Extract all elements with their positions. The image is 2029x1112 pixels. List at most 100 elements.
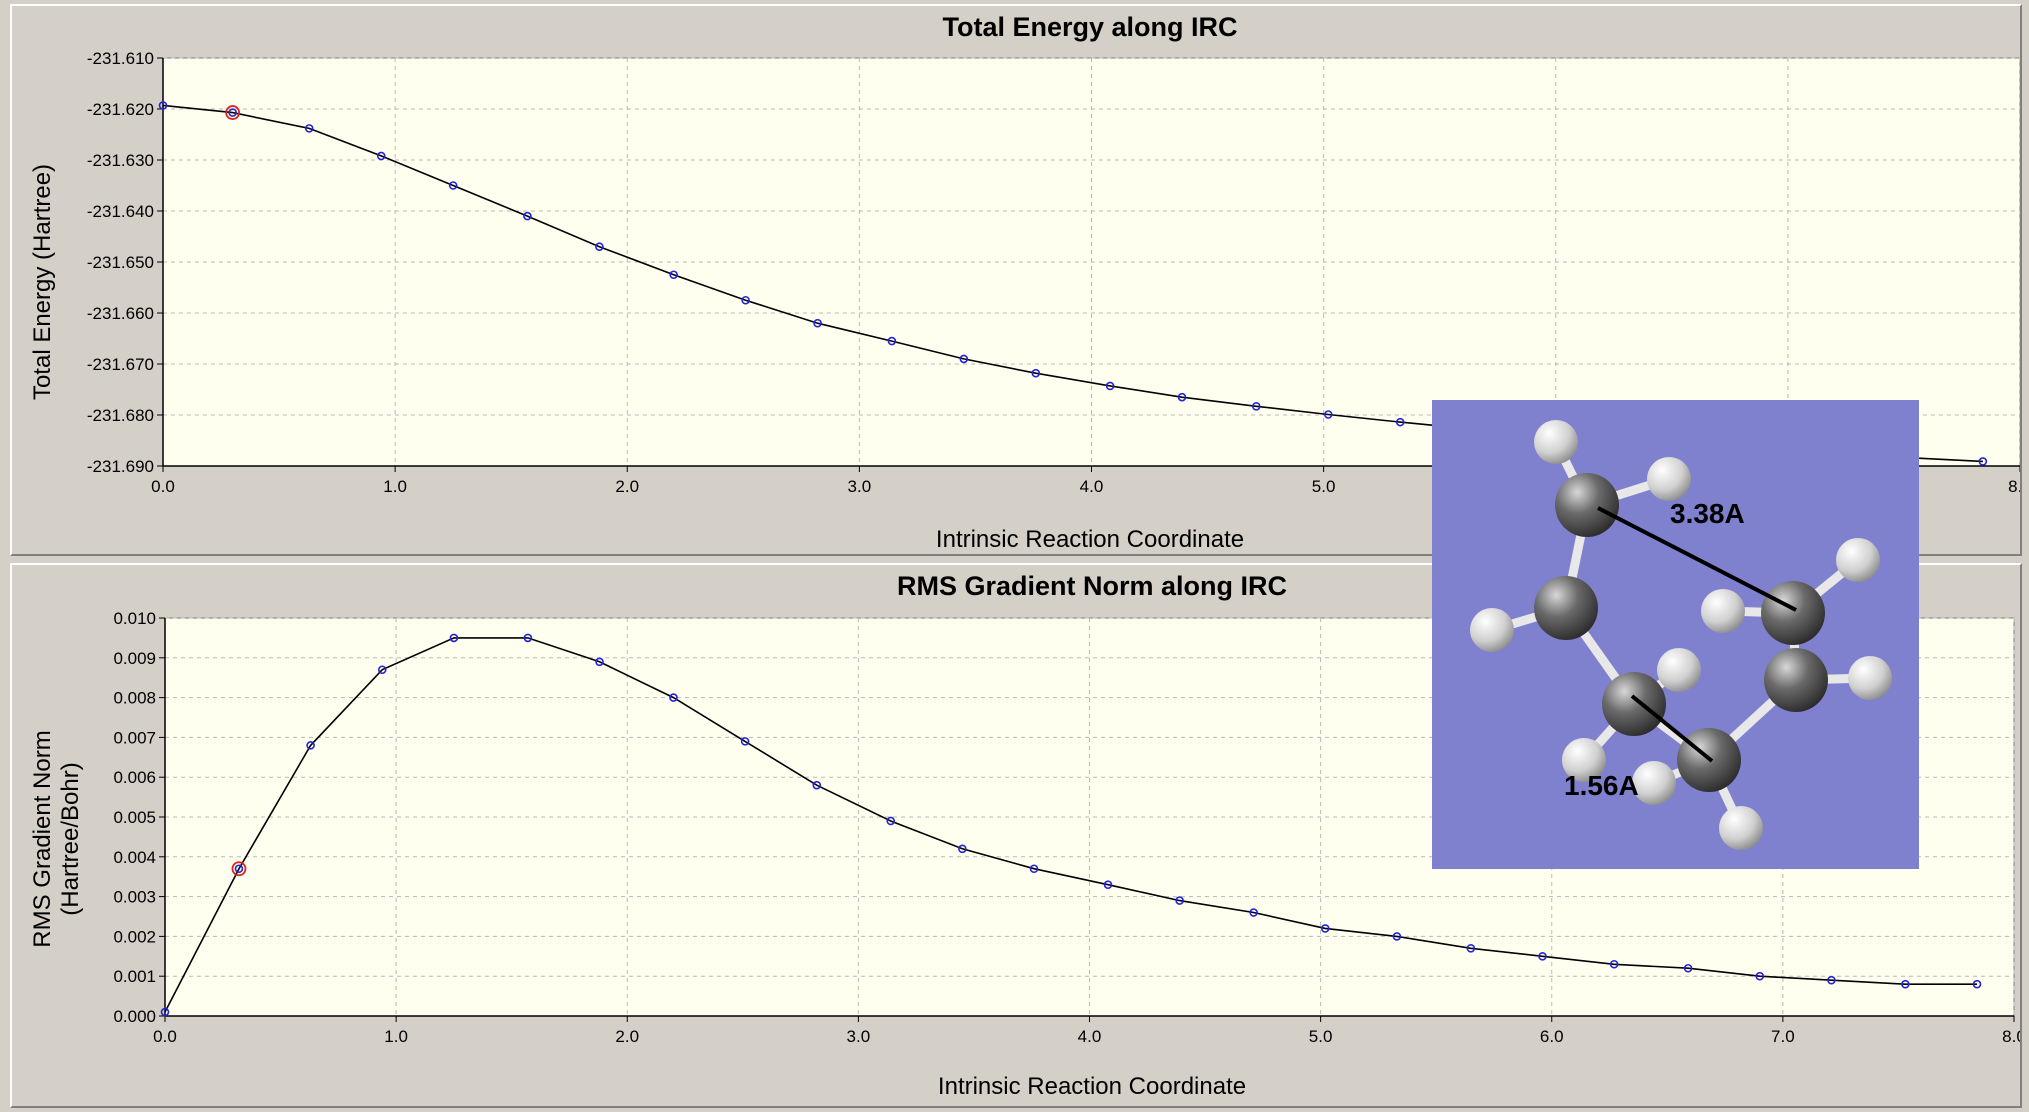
y-tick-label: 0.004 bbox=[113, 848, 156, 867]
data-point[interactable] bbox=[304, 124, 314, 133]
y-tick-label: 0.006 bbox=[113, 768, 156, 787]
x-tick-label: 6.0 bbox=[1540, 1027, 1564, 1046]
data-point[interactable] bbox=[595, 242, 604, 251]
data-point[interactable] bbox=[160, 1007, 170, 1017]
x-tick-label: 3.0 bbox=[847, 1027, 871, 1046]
data-point[interactable] bbox=[1978, 457, 1988, 466]
data-point[interactable] bbox=[669, 270, 678, 280]
molecule-structure-image: 3.38A 1.56A bbox=[1432, 400, 1919, 869]
molecule-drawing: 3.38A 1.56A bbox=[1470, 420, 1892, 850]
atoms bbox=[1470, 420, 1892, 850]
energy-chart-panel: Total Energy along IRC Intrinsic Reactio… bbox=[10, 4, 2022, 556]
data-point[interactable] bbox=[1031, 368, 1041, 378]
data-point[interactable] bbox=[1029, 864, 1039, 874]
y-tick-label: -231.640 bbox=[87, 202, 154, 221]
data-point[interactable] bbox=[959, 354, 969, 364]
data-point[interactable] bbox=[377, 665, 387, 675]
data-point[interactable] bbox=[1395, 417, 1405, 427]
data-point[interactable] bbox=[376, 151, 386, 161]
data-point[interactable] bbox=[887, 336, 897, 346]
distance-line-long bbox=[1597, 506, 1797, 612]
x-axis-label: Intrinsic Reaction Coordinate bbox=[936, 526, 1244, 553]
data-point[interactable] bbox=[595, 657, 604, 667]
data-point[interactable] bbox=[1392, 932, 1402, 941]
y-tick-label: -231.660 bbox=[87, 304, 154, 323]
x-tick-label: 4.0 bbox=[1080, 477, 1104, 496]
y-tick-label: 0.008 bbox=[113, 689, 156, 708]
data-point[interactable] bbox=[1609, 959, 1619, 969]
data-point[interactable] bbox=[1972, 979, 1982, 989]
x-tick-label: 3.0 bbox=[848, 477, 872, 496]
data-point[interactable] bbox=[1683, 963, 1693, 973]
x-tick-label: 0.0 bbox=[151, 477, 175, 496]
y-axis-label: RMS Gradient Norm bbox=[29, 730, 56, 947]
data-point[interactable] bbox=[1105, 381, 1115, 391]
data-point[interactable] bbox=[1103, 880, 1113, 889]
data-point[interactable] bbox=[1827, 975, 1836, 985]
chart-title: Total Energy along IRC bbox=[942, 12, 1237, 42]
chart-title: RMS Gradient Norm along IRC bbox=[897, 571, 1287, 601]
data-point[interactable] bbox=[1175, 896, 1184, 905]
data-point[interactable] bbox=[1177, 392, 1187, 402]
distance-line-short bbox=[1630, 694, 1714, 763]
data-point[interactable] bbox=[812, 780, 822, 790]
data-point[interactable] bbox=[306, 741, 315, 750]
data-point[interactable] bbox=[1320, 924, 1330, 933]
selected-point-marker[interactable] bbox=[225, 105, 241, 120]
data-point[interactable] bbox=[1901, 979, 1910, 989]
x-tick-label: 8.0 bbox=[2008, 477, 2020, 496]
y-axis-label: Total Energy (Hartree) bbox=[29, 164, 56, 400]
y-tick-label: -231.630 bbox=[87, 151, 154, 170]
energy-chart: Total Energy along IRC Intrinsic Reactio… bbox=[29, 12, 2020, 553]
y-tick-label: 0.010 bbox=[113, 609, 156, 628]
x-tick-label: 8.0 bbox=[2002, 1027, 2020, 1046]
y-tick-label: -231.690 bbox=[87, 457, 154, 476]
x-tick-label: 0.0 bbox=[153, 1027, 177, 1046]
data-point[interactable] bbox=[1252, 402, 1261, 411]
x-axis-label: Intrinsic Reaction Coordinate bbox=[938, 1073, 1246, 1100]
y-tick-label: 0.002 bbox=[113, 927, 156, 946]
y-tick-label: 0.009 bbox=[113, 649, 156, 668]
data-point[interactable] bbox=[958, 844, 967, 854]
y-tick-label: -231.620 bbox=[87, 100, 154, 119]
x-tick-label: 5.0 bbox=[1309, 1027, 1333, 1046]
data-point[interactable] bbox=[741, 295, 750, 305]
y-tick-label: 0.005 bbox=[113, 808, 156, 827]
data-point[interactable] bbox=[669, 693, 678, 702]
data-point[interactable] bbox=[1466, 944, 1476, 953]
y-axis-label-units: (Hartree/Bohr) bbox=[57, 762, 84, 915]
data-point[interactable] bbox=[1755, 971, 1765, 981]
y-tick-label: -231.680 bbox=[87, 406, 154, 425]
x-tick-label: 5.0 bbox=[1312, 477, 1336, 496]
y-tick-label: 0.007 bbox=[113, 728, 156, 747]
x-tick-label: 7.0 bbox=[1771, 1027, 1795, 1046]
x-tick-label: 4.0 bbox=[1078, 1027, 1102, 1046]
distance-label-short: 1.56A bbox=[1564, 770, 1639, 801]
data-point[interactable] bbox=[158, 101, 168, 110]
data-point[interactable] bbox=[813, 318, 822, 328]
selected-point-marker[interactable] bbox=[231, 861, 247, 877]
data-point[interactable] bbox=[1538, 951, 1547, 961]
x-tick-label: 1.0 bbox=[383, 477, 407, 496]
data-point[interactable] bbox=[228, 108, 237, 117]
x-tick-label: 2.0 bbox=[615, 1027, 639, 1046]
data-point[interactable] bbox=[234, 864, 244, 874]
y-tick-label: 0.003 bbox=[113, 888, 156, 907]
x-tick-label: 1.0 bbox=[384, 1027, 408, 1046]
data-point[interactable] bbox=[449, 633, 459, 643]
y-tick-label: -231.610 bbox=[87, 49, 154, 68]
y-tick-label: -231.650 bbox=[87, 253, 154, 272]
data-point[interactable] bbox=[523, 211, 532, 221]
data-point[interactable] bbox=[1323, 410, 1333, 419]
x-tick-label: 2.0 bbox=[615, 477, 639, 496]
data-point[interactable] bbox=[448, 181, 458, 190]
y-tick-label: 0.000 bbox=[113, 1007, 156, 1026]
data-point[interactable] bbox=[523, 633, 533, 643]
series-line bbox=[164, 637, 1977, 1013]
data-point[interactable] bbox=[1249, 908, 1258, 917]
data-point[interactable] bbox=[886, 816, 896, 826]
data-point[interactable] bbox=[740, 737, 750, 746]
y-tick-label: -231.670 bbox=[87, 355, 154, 374]
y-tick-label: 0.001 bbox=[113, 967, 156, 986]
distance-label-long: 3.38A bbox=[1670, 498, 1745, 529]
